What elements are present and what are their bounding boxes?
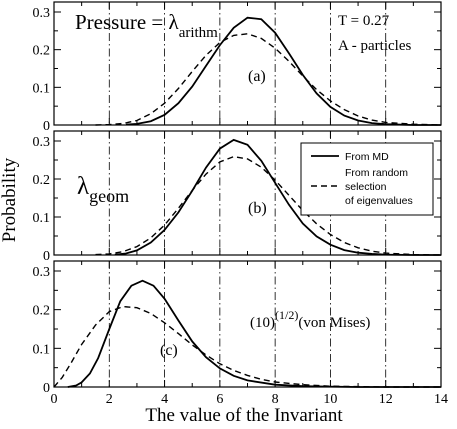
annotation-main: Pressure = λ <box>75 10 179 34</box>
legend-box <box>300 142 434 216</box>
x-tick-label: 8 <box>272 392 279 407</box>
y-tick-label: 0.1 <box>33 81 51 96</box>
legend-label-random: From random <box>345 167 408 179</box>
series-md-line <box>114 138 441 256</box>
x-tick-label: 12 <box>379 392 393 407</box>
annotation-main: λ <box>77 173 89 200</box>
panel-annotation: (10)(1/2)(von Mises) <box>250 308 370 331</box>
y-tick-label: 0.2 <box>33 304 51 319</box>
panel-label: (c) <box>160 342 178 359</box>
panel-note: A - particles <box>338 38 411 54</box>
panel-a: 0 0.1 0.2 0.3 Pressure = λarithm (a) T = 0.27 A… <box>33 1 442 134</box>
legend-label-random: of eigenvalues <box>345 195 413 207</box>
annotation-tail: (von Mises) <box>298 315 370 331</box>
legend: From MD From random selection of eigenvalue… <box>300 142 434 216</box>
panel-annotation: λgeom <box>77 173 129 206</box>
y-tick-label: 0 <box>43 381 50 396</box>
x-tick-label: 4 <box>161 392 168 407</box>
y-tick-label: 0.1 <box>33 342 51 357</box>
y-tick-label: 0.3 <box>33 6 51 21</box>
x-tick-label: 10 <box>323 392 337 407</box>
panel-label: (a) <box>248 68 266 85</box>
x-tick-label: 14 <box>434 392 448 407</box>
y-axis-title: Probability <box>0 157 20 242</box>
panel-label: (b) <box>248 200 267 217</box>
panels-layer: 0 0.1 0.2 0.3 Pressure = λarithm (a) T = 0.27 A… <box>33 1 448 407</box>
y-tick-label: 0.2 <box>33 44 51 59</box>
x-tick-label: 0 <box>51 392 58 407</box>
annotation-superscript: (1/2) <box>275 308 298 322</box>
panel-c: 0 0.1 0.2 0.3 (10)(1/2)(von Mises) (c) 0 2 4 6 8 10… <box>33 260 448 407</box>
y-tick-label: 0.3 <box>33 135 51 150</box>
series-md-line <box>67 279 441 388</box>
series-random-line <box>95 33 442 126</box>
x-tick-label: 6 <box>216 392 223 407</box>
y-tick-label: 0.3 <box>33 265 51 280</box>
y-tick-label: 0.1 <box>33 211 51 226</box>
series-random-line <box>53 305 441 388</box>
panel-b: 0 0.1 0.2 0.3 λgeom (b) <box>33 130 442 264</box>
annotation-main: (10) <box>250 315 275 331</box>
y-tick-label: 0 <box>43 249 50 264</box>
annotation-subscript: geom <box>89 186 129 206</box>
x-axis-title: The value of the Invariant <box>145 405 343 426</box>
y-tick-label: 0.2 <box>33 173 51 188</box>
legend-label-md: From MD <box>345 151 389 163</box>
panel-annotation: Pressure = λarithm <box>75 10 218 41</box>
panel-note: T = 0.27 <box>338 13 390 29</box>
x-tick-label: 2 <box>106 392 113 407</box>
y-tick-label: 0 <box>43 119 50 134</box>
annotation-subscript: arithm <box>179 25 218 41</box>
series-md-line <box>125 16 441 126</box>
legend-label-random: selection <box>345 181 387 193</box>
